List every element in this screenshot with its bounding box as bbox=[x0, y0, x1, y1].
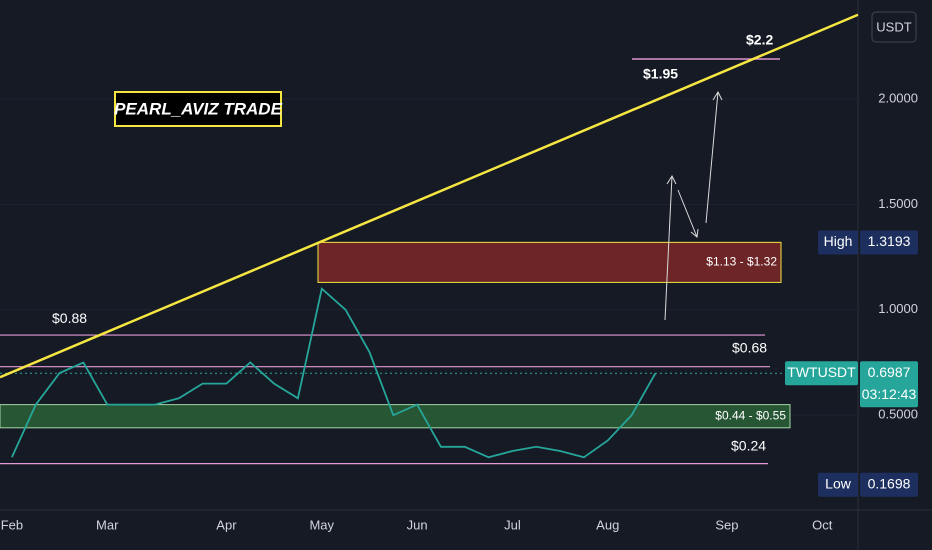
trendline bbox=[0, 13, 859, 379]
price-label-name-box bbox=[785, 361, 858, 386]
price-label-box bbox=[860, 361, 918, 408]
x-tick-label: Feb bbox=[1, 517, 23, 532]
price-label-box bbox=[860, 230, 918, 255]
x-tick-label: Oct bbox=[812, 517, 833, 532]
arrow bbox=[664, 174, 677, 321]
x-tick-label: Apr bbox=[216, 517, 237, 532]
zone-label: $0.44 - $0.55 bbox=[715, 408, 786, 422]
x-tick-label: Sep bbox=[715, 517, 738, 532]
price-label-name: Low bbox=[825, 475, 852, 491]
price-label-box bbox=[860, 472, 918, 497]
currency[interactable]: USDT bbox=[876, 19, 911, 34]
arrow bbox=[677, 189, 699, 238]
title-box bbox=[114, 91, 282, 127]
level-label: $0.24 bbox=[731, 437, 766, 453]
price-line bbox=[11, 287, 657, 459]
price-label-name: TWTUSDT bbox=[787, 364, 856, 380]
level-label: $2.2 bbox=[746, 32, 773, 48]
x-tick-label: Jul bbox=[504, 517, 521, 532]
level-label: $0.88 bbox=[52, 310, 87, 326]
price-label-name-box bbox=[818, 472, 858, 497]
chart-title: PEARL_AVIZ TRADE bbox=[114, 99, 282, 118]
x-tick-label: Jun bbox=[407, 517, 428, 532]
x-tick-label: Mar bbox=[96, 517, 119, 532]
y-tick-label: 1.0000 bbox=[878, 301, 918, 316]
y-tick-label: 0.5000 bbox=[878, 407, 918, 422]
arrows bbox=[664, 90, 723, 321]
zone bbox=[0, 404, 791, 429]
price-label-name-box bbox=[818, 230, 858, 255]
zone-label: $1.13 - $1.32 bbox=[706, 255, 777, 269]
y-tick-label: 1.5000 bbox=[878, 196, 918, 211]
price-label-value: 1.3193 bbox=[868, 233, 911, 249]
price-label-timer: 03:12:43 bbox=[862, 386, 917, 402]
level-label: $0.68 bbox=[732, 339, 767, 355]
x-tick-label: Aug bbox=[596, 517, 619, 532]
price-label-value: 0.1698 bbox=[868, 475, 911, 491]
currency-box[interactable] bbox=[871, 11, 917, 43]
arrow bbox=[705, 90, 723, 224]
x-tick-label: May bbox=[309, 517, 334, 532]
zone bbox=[317, 241, 782, 283]
y-tick-label: 2.0000 bbox=[878, 90, 918, 105]
level-label: $1.95 bbox=[643, 66, 678, 82]
price-label-value: 0.6987 bbox=[868, 364, 911, 380]
price-label-name: High bbox=[824, 233, 853, 249]
